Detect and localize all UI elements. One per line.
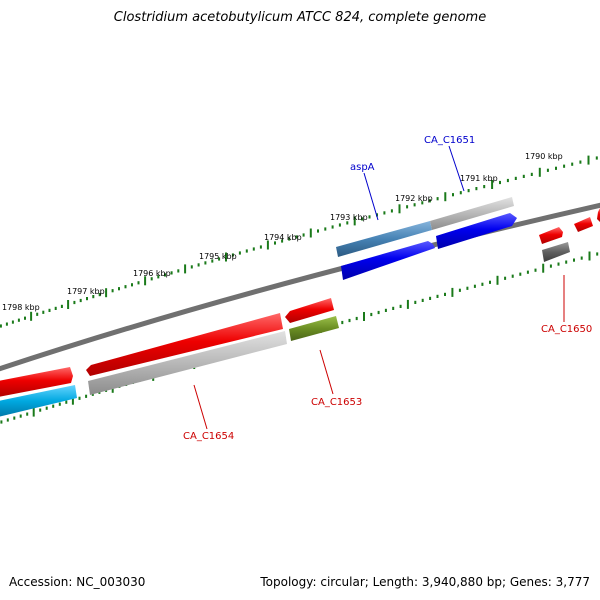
feature-cyan-left-edge[interactable] [0,385,77,417]
scale-label-1793: 1793 kbp [330,213,368,222]
feature-gray-c1651[interactable] [430,197,514,230]
feature-red-c1654[interactable] [86,313,283,376]
feature-red-left-edge[interactable] [0,367,73,397]
scale-ticks-upper [0,155,598,328]
feature-gray-c1654[interactable] [88,331,287,395]
leader-aspA [363,172,379,221]
gene-aspA-arrow[interactable] [341,241,435,280]
leader-c1651 [448,145,465,192]
scale-label-1791: 1791 kbp [460,174,498,183]
gene-label-c1654[interactable]: CA_C1654 [183,431,234,442]
scale-label-1797: 1797 kbp [67,287,105,296]
map-title: Clostridium acetobutylicum ATCC 824, com… [113,10,487,25]
scale-label-1794: 1794 kbp [264,233,302,242]
feature-red-c1650-left[interactable] [539,227,563,244]
leader-c1654 [193,384,208,430]
scale-label-1792: 1792 kbp [395,194,433,203]
feature-red-far-right[interactable] [597,208,600,222]
feature-steelblue-asp[interactable] [336,221,432,257]
gene-label-aspA[interactable]: aspA [350,162,375,173]
feature-darkgray-c1650[interactable] [542,242,570,262]
scale-labels: 1790 kbp 1791 kbp 1792 kbp 1793 kbp 1794… [2,152,563,312]
scale-label-1798: 1798 kbp [2,303,40,312]
scale-label-1790: 1790 kbp [525,152,563,161]
feature-olive-c1653[interactable] [289,316,339,341]
feature-red-c1650-right[interactable] [574,217,593,232]
gene-c1651-arrow[interactable] [436,213,517,249]
gene-label-c1653[interactable]: CA_C1653 [311,397,362,408]
gene-label-c1650[interactable]: CA_C1650 [541,324,592,335]
scale-label-1796: 1796 kbp [133,269,171,278]
accession-text: Accession: NC_003030 [9,575,146,589]
topology-stats-text: Topology: circular; Length: 3,940,880 bp… [260,575,590,589]
scale-label-1795: 1795 kbp [199,252,237,261]
feature-red-c1653[interactable] [285,298,334,323]
leader-c1653 [319,349,334,395]
gene-label-c1651[interactable]: CA_C1651 [424,135,475,146]
